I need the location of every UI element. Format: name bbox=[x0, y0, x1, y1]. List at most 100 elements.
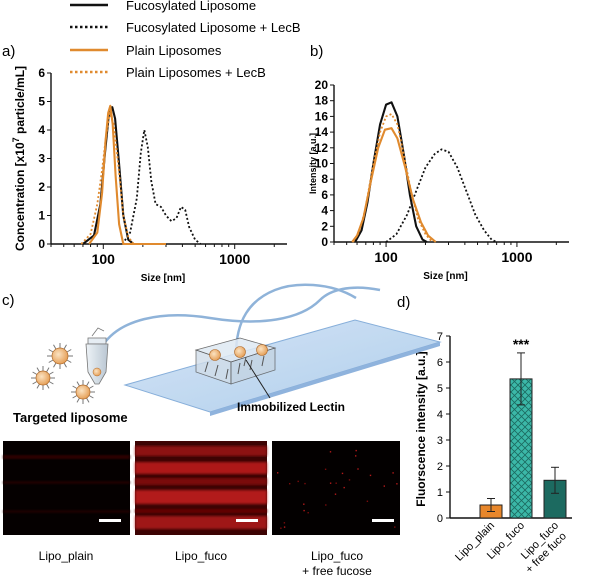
y-tick-label: 2 bbox=[321, 219, 328, 233]
legend-label-plain-lecb: Plain Liposomes + LecB bbox=[126, 65, 266, 80]
y-axis-title: Intensity [a.u.] bbox=[308, 133, 318, 194]
legend-label-plain: Plain Liposomes bbox=[126, 43, 222, 58]
y-tick-label: 5 bbox=[437, 383, 443, 395]
ligand-spike bbox=[66, 349, 72, 353]
micrograph-lipo-fuco: Lipo_fuco bbox=[135, 441, 267, 563]
micrograph-stripe bbox=[135, 446, 267, 456]
micrograph-lipo-fuco-free: Lipo_fuco + free fucose bbox=[272, 441, 400, 578]
scale-bar bbox=[236, 519, 258, 522]
legend: Fucosylated Liposome Fucosylated Liposom… bbox=[70, 0, 301, 80]
x-tick-label: 100 bbox=[92, 251, 116, 267]
scale-bar bbox=[99, 519, 121, 522]
lectin-spikes bbox=[204, 355, 265, 380]
series-line-fucosylated-liposome bbox=[354, 101, 428, 243]
speckle bbox=[307, 512, 309, 514]
x-tick-label: 100 bbox=[374, 249, 398, 265]
size-concentration-chart: 0 1 2 3 4 5 6 100 1000 Size [nm] Concentration [x1… bbox=[11, 66, 287, 284]
ligand-spike bbox=[76, 381, 80, 387]
panel-label-d: d) bbox=[397, 294, 410, 311]
panel-label-c: c) bbox=[2, 292, 15, 309]
speckle bbox=[329, 482, 332, 484]
panel-label-a: a) bbox=[2, 43, 15, 60]
micrograph-row: Lipo_plain Lipo_fuco Lipo_fuco + free fu… bbox=[3, 441, 400, 578]
y-axis-title-part: Concentration [x10 bbox=[13, 142, 27, 251]
micrograph-stripe bbox=[3, 510, 130, 513]
y-tick-label: 2 bbox=[38, 180, 45, 194]
micrograph-caption-lipo-fuco-line1: Lipo_fuco bbox=[311, 549, 363, 563]
series-line-fucosylated-liposome-lecb bbox=[385, 148, 498, 243]
speckle bbox=[329, 451, 332, 453]
ligand-spike bbox=[53, 344, 57, 350]
speckle bbox=[355, 455, 357, 457]
liposome-body bbox=[75, 384, 91, 400]
speckle bbox=[394, 526, 396, 528]
tube-lid bbox=[87, 337, 107, 345]
y-axis-title-superscript: 7 bbox=[11, 137, 21, 142]
x-tick-label: 1000 bbox=[501, 249, 532, 265]
series-line-plain-liposomes-lecb bbox=[352, 113, 433, 243]
ligand-spike bbox=[53, 362, 57, 368]
micrograph-stripe bbox=[3, 481, 130, 484]
ligand-spike bbox=[48, 349, 54, 353]
legend-label-fuco: Fucosylated Liposome bbox=[126, 0, 256, 13]
significance-marker: *** bbox=[513, 336, 530, 352]
series-line-fucosylated-liposome-lecb bbox=[121, 129, 202, 245]
x-axis-title: Size [nm] bbox=[423, 271, 467, 282]
y-axis-title: Concentration [x107 particle/mL] bbox=[11, 66, 27, 251]
y-tick-label: 6 bbox=[38, 66, 45, 80]
panel-label-b: b) bbox=[310, 43, 323, 60]
speckle bbox=[355, 449, 357, 452]
legend-item-fuco-lecb: Fucosylated Liposome + LecB bbox=[70, 20, 301, 35]
micrograph-stripe bbox=[135, 478, 267, 485]
speckle bbox=[297, 480, 299, 483]
scale-bar bbox=[372, 519, 394, 522]
micrograph-caption-lipo-fuco-line2: + free fucose bbox=[302, 564, 372, 578]
speckle bbox=[369, 474, 372, 477]
micrograph-stripe bbox=[135, 509, 267, 513]
speckle bbox=[396, 483, 398, 485]
ligand-spike bbox=[48, 371, 54, 375]
micrograph-speckles bbox=[277, 449, 398, 529]
speckle bbox=[341, 472, 344, 475]
micrograph-stripe bbox=[135, 462, 267, 474]
eppendorf-tube bbox=[85, 327, 109, 385]
ligand-spike bbox=[88, 385, 94, 389]
speckle bbox=[357, 468, 359, 470]
glass-slide bbox=[123, 319, 442, 413]
y-tick-label: 2 bbox=[437, 461, 443, 473]
y-tick-label: 5 bbox=[38, 95, 45, 109]
chamber-liposomes bbox=[209, 344, 268, 361]
y-tick-label: 4 bbox=[437, 409, 443, 421]
targeted-liposome bbox=[47, 343, 73, 369]
y-tick-label: 6 bbox=[437, 357, 443, 369]
speckle bbox=[277, 472, 279, 474]
liposome-body bbox=[35, 370, 51, 386]
ligand-spike bbox=[32, 371, 38, 375]
speckle bbox=[283, 526, 286, 528]
y-tick-label: 0 bbox=[437, 513, 443, 525]
speckle bbox=[348, 479, 351, 481]
chamber-liposome bbox=[209, 349, 221, 361]
immobilized-lectin-label: Immobilized Lectin bbox=[237, 400, 345, 414]
speckle bbox=[283, 522, 286, 524]
micrograph-lipo-plain: Lipo_plain bbox=[3, 441, 130, 563]
micrograph-stripe bbox=[135, 490, 267, 504]
tubing-line-outlet bbox=[234, 283, 357, 356]
targeted-liposome-cluster bbox=[31, 343, 95, 404]
micrograph-stripe bbox=[3, 455, 130, 459]
targeted-liposome bbox=[71, 380, 95, 404]
speckle bbox=[304, 482, 306, 485]
y-tick-label: 1 bbox=[38, 209, 45, 223]
y-tick-label: 8 bbox=[321, 172, 328, 186]
tube-body bbox=[85, 343, 109, 385]
ligand-spike bbox=[66, 359, 72, 363]
y-tick-label: 7 bbox=[437, 331, 443, 343]
series-line-plain-liposomes bbox=[88, 104, 166, 246]
ligand-spike bbox=[48, 381, 54, 385]
y-tick-label: 12 bbox=[315, 141, 329, 155]
speckle bbox=[324, 468, 327, 470]
speckle bbox=[303, 509, 305, 512]
